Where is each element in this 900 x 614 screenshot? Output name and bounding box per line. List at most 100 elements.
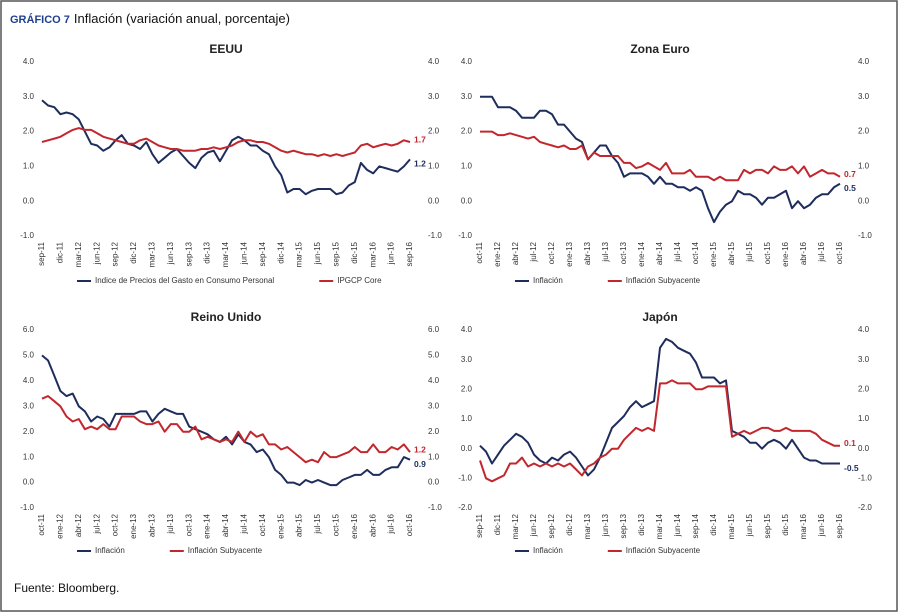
end-value-label: 1.2 <box>414 444 426 454</box>
y2-tick-label: 0.0 <box>428 196 440 205</box>
x-tick-label: mar-15 <box>295 241 304 267</box>
series-line <box>480 95 841 224</box>
y2-tick-label: 2.0 <box>428 427 440 436</box>
y2-tick-label: 2.0 <box>858 127 870 136</box>
x-tick-label: sep-14 <box>691 513 700 538</box>
x-tick-label: jul-14 <box>673 241 682 262</box>
x-tick-label: mar-12 <box>74 241 83 267</box>
x-tick-label: ene-14 <box>637 241 646 266</box>
end-value-label: -0.5 <box>844 463 859 473</box>
y-tick-label: 4.0 <box>23 376 35 385</box>
x-tick-label: ene-12 <box>56 513 65 538</box>
y-tick-label: -2.0 <box>458 503 472 512</box>
y-tick-label: 0.0 <box>23 196 35 205</box>
y-tick-label: 3.0 <box>461 92 473 101</box>
x-tick-label: oct-13 <box>619 241 628 264</box>
end-value-label: 0.7 <box>844 169 856 179</box>
y2-tick-label: 4.0 <box>858 325 870 334</box>
series-line <box>41 395 411 464</box>
x-tick-label: dic-13 <box>637 513 646 535</box>
x-tick-label: abr-12 <box>511 241 520 265</box>
x-tick-label: sep-11 <box>37 241 46 265</box>
y2-tick-label: 1.0 <box>428 162 440 171</box>
figure-title: Inflación (variación anual, porcentaje) <box>74 11 290 26</box>
x-tick-label: oct-16 <box>835 241 844 264</box>
x-tick-label: oct-13 <box>184 513 193 536</box>
y-tick-label: 2.0 <box>23 127 35 136</box>
x-tick-label: jul-13 <box>601 241 610 262</box>
legend-label: Inflación Subyacente <box>188 546 263 555</box>
x-tick-label: mar-14 <box>655 513 664 539</box>
series-line <box>479 337 840 477</box>
x-tick-label: ene-13 <box>129 513 138 538</box>
x-tick-label: sep-11 <box>475 513 484 537</box>
legend-label: Inflación <box>95 546 125 555</box>
y-tick-label: 1.0 <box>23 162 35 171</box>
x-tick-label: jul-12 <box>92 513 101 534</box>
x-tick-label: mar-15 <box>727 513 736 539</box>
chart-title: EEUU <box>209 42 242 56</box>
y2-tick-label: 0.0 <box>858 196 870 205</box>
y-tick-label: 1.0 <box>461 162 473 171</box>
legend-label: Inflación <box>533 276 563 285</box>
x-tick-label: jun-16 <box>387 241 396 265</box>
y-tick-label: -1.0 <box>458 473 472 482</box>
x-tick-label: abr-13 <box>583 241 592 265</box>
source: Fuente: Bloomberg. <box>14 581 119 595</box>
y-tick-label: 3.0 <box>23 92 35 101</box>
x-tick-label: jun-13 <box>601 513 610 537</box>
series-line <box>479 379 840 483</box>
x-tick-label: sep-16 <box>835 513 844 538</box>
x-tick-label: jul-15 <box>313 513 322 534</box>
x-tick-label: mar-13 <box>583 513 592 539</box>
x-tick-label: jun-15 <box>745 513 754 537</box>
x-tick-label: jun-12 <box>92 241 101 265</box>
legend-label: Inflación Subyacente <box>626 546 701 555</box>
x-tick-label: mar-13 <box>148 241 157 267</box>
x-tick-label: jun-14 <box>673 513 682 537</box>
x-tick-label: jul-13 <box>166 513 175 534</box>
x-tick-label: abr-15 <box>295 513 304 537</box>
legend-label: Inflación Subyacente <box>626 276 701 285</box>
y-tick-label: 1.0 <box>23 452 35 461</box>
y-tick-label: -1.0 <box>20 231 34 240</box>
x-tick-label: sep-12 <box>111 241 120 266</box>
x-tick-label: mar-16 <box>368 241 377 267</box>
x-tick-label: ene-15 <box>276 513 285 538</box>
y2-tick-label: 4.0 <box>428 57 440 66</box>
y2-tick-label: 3.0 <box>858 92 870 101</box>
figure-label: GRÁFICO 7 <box>10 13 70 26</box>
x-tick-label: jul-16 <box>817 241 826 262</box>
y2-tick-label: 4.0 <box>858 57 870 66</box>
y2-tick-label: 2.0 <box>428 127 440 136</box>
x-tick-label: abr-14 <box>655 241 664 265</box>
x-tick-label: sep-16 <box>405 241 414 266</box>
x-tick-label: jun-14 <box>240 241 249 265</box>
y2-tick-label: 1.0 <box>858 414 870 423</box>
y2-tick-label: -2.0 <box>858 503 872 512</box>
y-tick-label: 0.0 <box>23 478 35 487</box>
chart-title: Zona Euro <box>630 42 689 56</box>
x-tick-label: dic-14 <box>709 513 718 535</box>
x-tick-label: jul-15 <box>745 241 754 262</box>
x-tick-label: sep-14 <box>258 241 267 266</box>
x-tick-label: oct-14 <box>258 513 267 536</box>
x-tick-label: ene-15 <box>709 241 718 266</box>
y2-tick-label: 0.0 <box>428 478 440 487</box>
series-line <box>41 354 411 487</box>
x-tick-label: abr-15 <box>727 241 736 265</box>
x-tick-label: abr-16 <box>368 513 377 537</box>
x-tick-label: abr-12 <box>74 513 83 537</box>
x-tick-label: dic-14 <box>276 241 285 263</box>
y-tick-label: 2.0 <box>23 427 35 436</box>
x-tick-label: mar-14 <box>221 241 230 267</box>
x-tick-label: dic-12 <box>565 513 574 535</box>
legend-label: Indice de Precios del Gasto en Consumo P… <box>95 276 274 285</box>
x-tick-label: sep-15 <box>763 513 772 538</box>
y2-tick-label: -1.0 <box>428 231 442 240</box>
y2-tick-label: 5.0 <box>428 351 440 360</box>
x-tick-label: jul-12 <box>529 241 538 262</box>
y-tick-label: 2.0 <box>461 384 473 393</box>
